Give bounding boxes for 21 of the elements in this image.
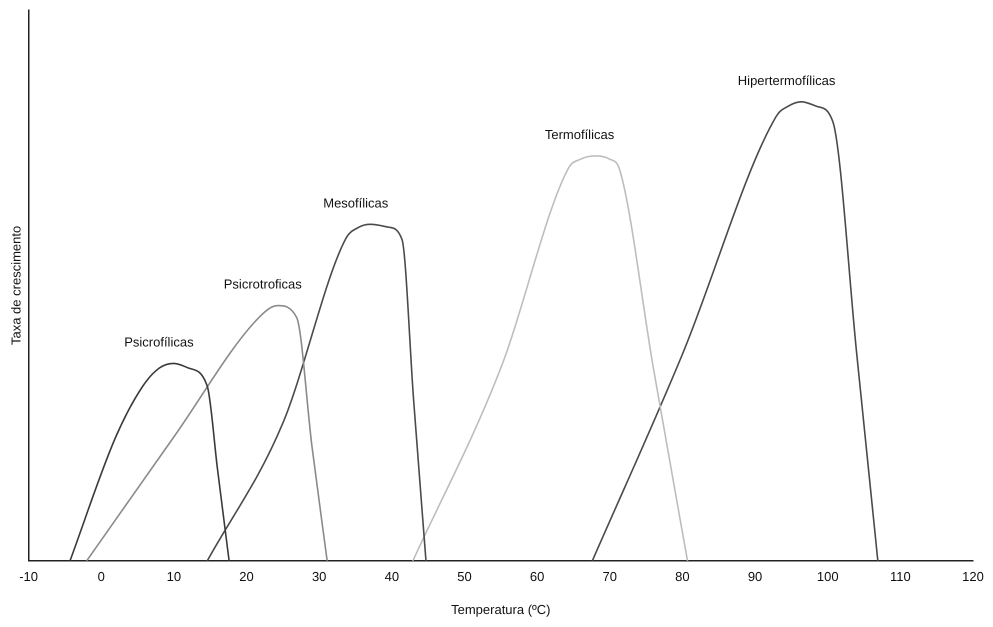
x-tick-label: 0 (98, 569, 105, 584)
series-label: Hipertermofílicas (738, 72, 836, 88)
x-tick-label: 70 (602, 569, 618, 584)
x-tick-label: 100 (816, 569, 839, 584)
x-tick-label: 60 (530, 569, 544, 584)
x-tick-label: 20 (239, 569, 254, 584)
x-tick-label: -10 (19, 569, 38, 584)
x-tick-label: 80 (675, 569, 690, 584)
x-axis-title: Temperatura (ºC) (451, 602, 550, 617)
series-label: Mesofílicas (323, 195, 389, 210)
x-tick-label: 10 (166, 569, 182, 584)
x-tick-label: 90 (748, 569, 762, 584)
x-tick-label: 30 (312, 569, 326, 584)
x-tick-label: 50 (457, 569, 472, 584)
series-label: Termofílicas (544, 127, 615, 142)
series-label: Psicrotroficas (224, 276, 302, 292)
x-tick-label: 110 (890, 569, 911, 584)
x-tick-label: 120 (962, 569, 984, 584)
y-axis-title: Taxa de crescimento (8, 226, 24, 346)
x-tick-label: 40 (384, 569, 400, 584)
series-label: Psicrofílicas (124, 334, 194, 350)
